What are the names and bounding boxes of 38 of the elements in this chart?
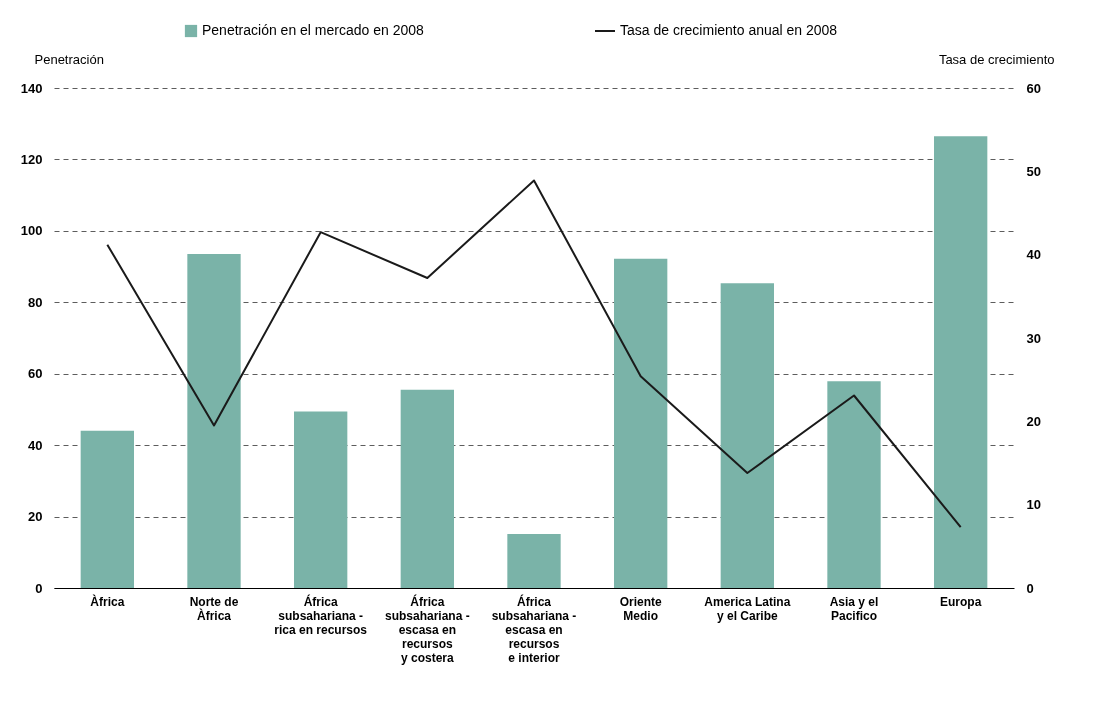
x-tick-label: África subsahariana - escasa en recursos e interior <box>491 593 577 665</box>
bar <box>934 136 988 588</box>
bar <box>507 534 561 588</box>
x-tick-label: África subsahariana - escasa en recursos y costera <box>384 593 470 665</box>
y-tick-label: 120 <box>20 151 43 167</box>
y-tick-label: 60 <box>28 366 43 382</box>
bar <box>400 389 454 588</box>
y2-tick-label: 60 <box>1026 80 1041 96</box>
y2-tick-label: 10 <box>1026 497 1041 513</box>
x-tick-label: Àfrica <box>90 593 125 609</box>
legend-label: Penetración en el mercado en 2008 <box>202 22 425 38</box>
y2-tick-label: 20 <box>1026 413 1041 429</box>
bar <box>827 381 881 588</box>
y2-tick-label: 0 <box>1026 580 1034 596</box>
bar <box>294 411 348 588</box>
y-tick-label: 0 <box>35 580 43 596</box>
y-tick-label: 80 <box>28 294 43 310</box>
bar <box>80 430 134 588</box>
x-tick-label: Oriente Medio <box>619 594 662 623</box>
legend-label: Tasa de crecimiento anual en 2008 <box>620 22 838 38</box>
y-tick-label: 140 <box>20 80 43 96</box>
y-tick-label: 100 <box>20 223 43 239</box>
bar <box>614 258 668 588</box>
x-tick-label: África subsahariana - rica en recursos <box>274 593 368 637</box>
x-tick-label: America Latina y el Caribe <box>704 594 791 623</box>
x-tick-label: Asia y el Pacifico <box>829 594 879 623</box>
y2-axis-title: Tasa de crecimiento <box>938 51 1055 67</box>
y-tick-label: 40 <box>28 437 43 453</box>
bar <box>720 283 774 588</box>
y2-tick-label: 30 <box>1026 330 1041 346</box>
y2-tick-label: 40 <box>1026 247 1041 263</box>
y2-tick-label: 50 <box>1026 163 1041 179</box>
bar <box>187 254 241 588</box>
line-series <box>106 179 962 529</box>
x-tick-label: Europa <box>939 594 982 609</box>
y-axis-title: Penetración <box>34 51 104 67</box>
x-tick-label: Norte de Àfrica <box>189 594 239 623</box>
y-tick-label: 20 <box>28 509 43 525</box>
